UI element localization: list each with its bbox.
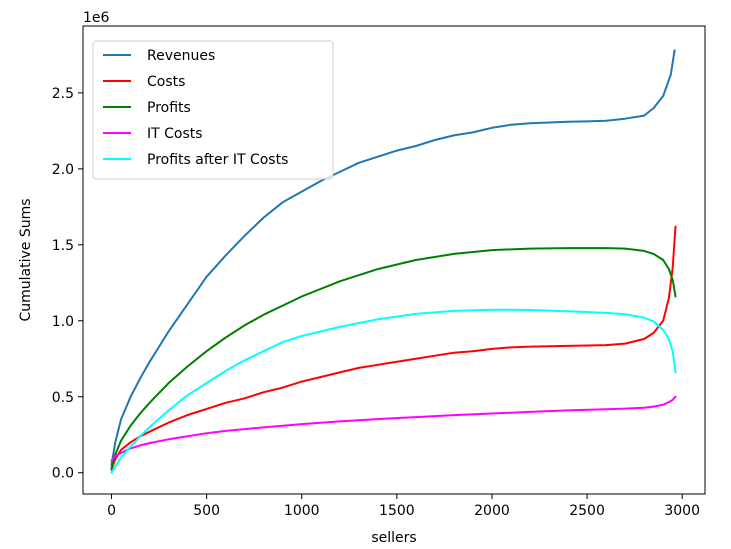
- x-tick-label: 1500: [379, 503, 415, 519]
- y-tick-label: 1.5: [52, 238, 74, 254]
- y-axis-label: Cumulative Sums: [18, 198, 34, 321]
- legend-label-4: IT Costs: [147, 126, 203, 142]
- x-tick-label: 1000: [284, 503, 320, 519]
- series-layer: [110, 49, 677, 474]
- legend-label-5: Profits after IT Costs: [147, 152, 288, 168]
- x-axis-label: sellers: [371, 530, 416, 546]
- legend-label-3: Profits: [147, 100, 191, 116]
- y-tick-label: 0.0: [52, 466, 74, 482]
- y-tick-label: 2.0: [52, 162, 74, 178]
- series-line-2: [110, 225, 677, 471]
- plot-frame: [82, 25, 706, 495]
- y-axis-offset-label: 1e6: [83, 10, 110, 26]
- x-axis: 0 500 1000 1500 2000 2500 3000: [107, 494, 700, 519]
- x-tick-label: 2000: [474, 503, 510, 519]
- y-tick-label: 2.5: [52, 86, 74, 102]
- series-line-1: [110, 49, 676, 467]
- series-line-4: [110, 395, 677, 462]
- legend-label-2: Costs: [147, 74, 185, 90]
- y-axis: 0.0 0.5 1.0 1.5 2.0 2.5: [52, 86, 83, 482]
- series-line-5: [110, 308, 677, 474]
- x-tick-label: 3000: [664, 503, 700, 519]
- y-tick-label: 1.0: [52, 314, 74, 330]
- x-tick-label: 0: [107, 503, 116, 519]
- x-tick-label: 2500: [569, 503, 605, 519]
- legend-box: [92, 40, 334, 180]
- x-tick-label: 500: [193, 503, 220, 519]
- y-tick-label: 0.5: [52, 390, 74, 406]
- series-line-3: [110, 247, 677, 470]
- legend-label-1: Revenues: [147, 48, 215, 64]
- legend: Revenues Costs Profits IT Costs Profits afte…: [92, 40, 334, 180]
